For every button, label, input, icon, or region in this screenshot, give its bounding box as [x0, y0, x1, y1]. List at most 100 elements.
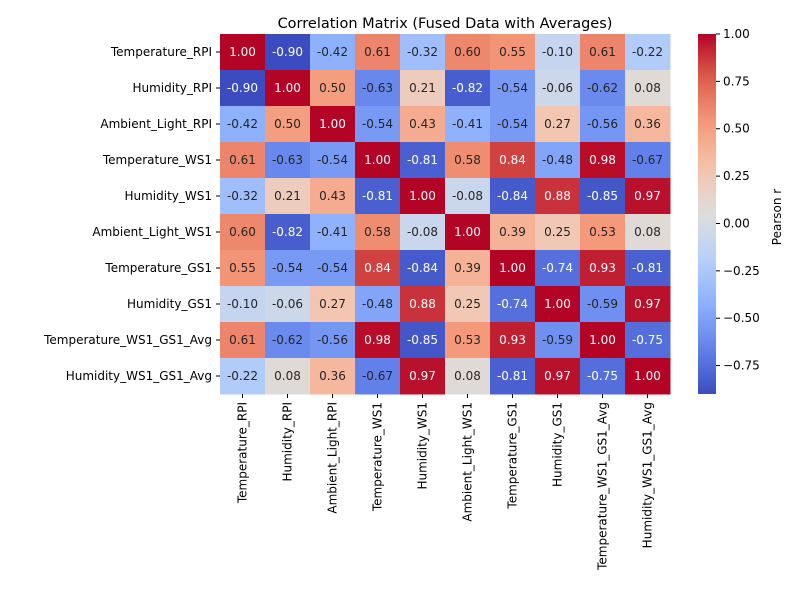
cell-value-label: -0.90 [272, 45, 303, 59]
cell-value-label: -0.62 [272, 333, 303, 347]
heatmap-cell [310, 70, 356, 107]
row-tick-label: Ambient_Light_RPI [100, 117, 212, 131]
heatmap-cell [355, 106, 401, 143]
column-tick-label: Humidity_GS1 [551, 402, 565, 487]
cell-value-label: -0.59 [587, 297, 618, 311]
chart-title: Correlation Matrix (Fused Data with Aver… [278, 16, 613, 32]
heatmap-cell [625, 142, 671, 179]
cell-value-label: 0.61 [589, 45, 616, 59]
column-tick-labels: Temperature_RPI Humidity_RPI Ambient_Light… [236, 394, 655, 571]
heatmap-cell [310, 34, 356, 71]
heatmap-cell [490, 178, 536, 215]
cell-value-label: 0.88 [544, 189, 571, 203]
heatmap-cell [310, 322, 356, 359]
cell-value-label: 0.97 [409, 369, 436, 383]
heatmap-cell [580, 286, 626, 323]
row-tick-label: Ambient_Light_WS1 [92, 225, 212, 239]
cell-value-label: 0.27 [319, 297, 346, 311]
heatmap-cell [400, 322, 446, 359]
heatmap-cell [220, 106, 266, 143]
heatmap-cell [535, 250, 581, 287]
heatmap-cell [220, 358, 266, 395]
heatmap-cell [220, 70, 266, 107]
cell-value-label: 1.00 [274, 81, 301, 95]
cell-value-label: 0.58 [364, 225, 391, 239]
cell-value-label: 0.61 [364, 45, 391, 59]
cell-value-label: -0.74 [542, 261, 573, 275]
cell-value-label: -0.84 [497, 189, 528, 203]
cell-value-label: 0.97 [634, 297, 661, 311]
heatmap-cell [355, 358, 401, 395]
cell-value-label: -0.63 [362, 81, 393, 95]
heatmap-cell [490, 322, 536, 359]
cell-value-label: -0.85 [587, 189, 618, 203]
cell-value-label: -0.42 [227, 117, 258, 131]
cell-value-label: 0.25 [454, 297, 481, 311]
heatmap-cell [490, 142, 536, 179]
cell-value-label: -0.10 [227, 297, 258, 311]
colorbar-tick-label: −0.50 [723, 311, 760, 325]
column-tick-label: Humidity_WS1 [416, 402, 430, 490]
colorbar-tick-label: −0.25 [723, 264, 760, 278]
heatmap-cell [265, 142, 311, 179]
cell-value-label: 0.08 [274, 369, 301, 383]
cell-value-label: 0.21 [274, 189, 301, 203]
cell-value-label: 0.93 [499, 333, 526, 347]
row-tick-labels: Temperature_RPI Humidity_RPI Ambient_Light… [43, 45, 220, 383]
cell-value-label: 0.98 [364, 333, 391, 347]
heatmap-cell [580, 358, 626, 395]
heatmap-cell [400, 358, 446, 395]
cell-value-label: -0.85 [407, 333, 438, 347]
heatmap-cell [445, 34, 491, 71]
cell-value-label: 1.00 [544, 297, 571, 311]
heatmap-cell [490, 70, 536, 107]
heatmap-cell [445, 70, 491, 107]
colorbar-tick-label: 0.75 [723, 74, 750, 88]
column-tick-label: Temperature_WS1_GS1_Avg [596, 402, 610, 571]
cell-value-label: -0.81 [362, 189, 393, 203]
heatmap-cell [265, 358, 311, 395]
heatmap-cell [535, 34, 581, 71]
heatmap-cell [355, 214, 401, 251]
cell-value-label: -0.67 [632, 153, 663, 167]
heatmap-cell [310, 250, 356, 287]
heatmap-cell [490, 34, 536, 71]
cell-value-label: 0.97 [634, 189, 661, 203]
heatmap-cell [265, 322, 311, 359]
cell-value-label: 1.00 [634, 369, 661, 383]
cell-value-label: -0.54 [362, 117, 393, 131]
cell-value-label: 0.43 [319, 189, 346, 203]
cell-value-label: 0.97 [544, 369, 571, 383]
cell-value-label: -0.62 [587, 81, 618, 95]
cell-value-label: -0.75 [587, 369, 618, 383]
heatmap-cell [265, 250, 311, 287]
heatmap-cell [400, 250, 446, 287]
cell-value-label: 0.39 [499, 225, 526, 239]
cell-value-label: -0.81 [497, 369, 528, 383]
heatmap-cell [265, 214, 311, 251]
heatmap-cell [535, 106, 581, 143]
heatmap-cell [445, 142, 491, 179]
column-tick-label: Temperature_GS1 [506, 402, 520, 510]
cell-value-label: 0.61 [229, 333, 256, 347]
column-tick-label: Temperature_RPI [236, 402, 250, 504]
heatmap-cell [535, 142, 581, 179]
cell-value-label: -0.06 [542, 81, 573, 95]
colorbar-tick-label: 0.00 [723, 216, 750, 230]
heatmap-cell [580, 70, 626, 107]
colorbar-gradient [698, 34, 716, 394]
colorbar: 1.00 0.75 0.50 0.25 0.00 −0.25 −0.50 −0.75 [698, 27, 760, 394]
heatmap-cell [580, 142, 626, 179]
cell-value-label: 1.00 [319, 117, 346, 131]
heatmap-cell [535, 286, 581, 323]
cell-value-label: 0.50 [274, 117, 301, 131]
heatmap-cell [355, 34, 401, 71]
cell-value-label: -0.06 [272, 297, 303, 311]
heatmap-cell [400, 178, 446, 215]
cell-value-label: -0.08 [407, 225, 438, 239]
heatmap-cell [445, 106, 491, 143]
cell-value-label: 0.88 [409, 297, 436, 311]
cell-value-label: 0.84 [499, 153, 526, 167]
heatmap-cell [400, 214, 446, 251]
cell-value-label: 0.25 [544, 225, 571, 239]
